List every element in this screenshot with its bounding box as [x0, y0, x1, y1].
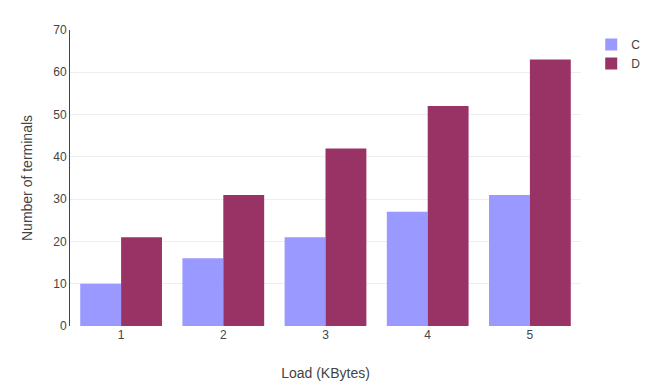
- svg-text:0: 0: [60, 319, 67, 333]
- svg-text:2: 2: [220, 328, 227, 342]
- svg-text:20: 20: [53, 235, 67, 249]
- svg-text:70: 70: [53, 23, 67, 37]
- svg-text:30: 30: [53, 192, 67, 206]
- svg-text:Number of terminals: Number of terminals: [19, 115, 35, 241]
- svg-text:1: 1: [118, 328, 125, 342]
- svg-text:4: 4: [424, 328, 431, 342]
- svg-text:3: 3: [322, 328, 329, 342]
- svg-text:10: 10: [53, 277, 67, 291]
- svg-text:C: C: [631, 38, 640, 52]
- svg-text:D: D: [631, 57, 640, 71]
- svg-text:50: 50: [53, 108, 67, 122]
- svg-text:60: 60: [53, 65, 67, 79]
- svg-text:40: 40: [53, 150, 67, 164]
- svg-text:Load (KBytes): Load (KBytes): [281, 365, 370, 381]
- svg-text:5: 5: [527, 328, 534, 342]
